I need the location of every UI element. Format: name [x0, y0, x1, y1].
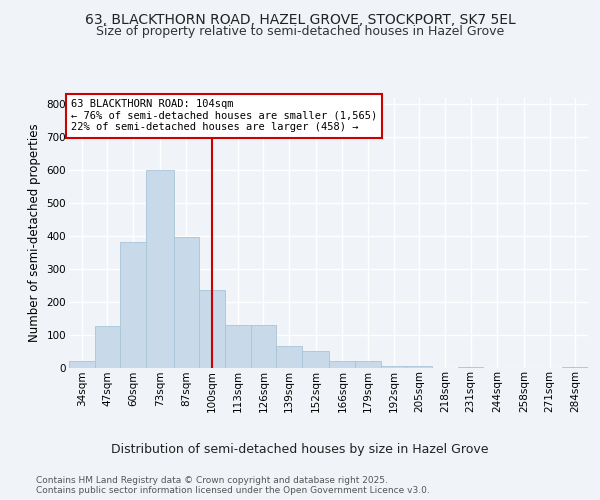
Bar [251, 324, 276, 368]
Bar [146, 170, 173, 368]
Text: 63 BLACKTHORN ROAD: 104sqm
← 76% of semi-detached houses are smaller (1,565)
22%: 63 BLACKTHORN ROAD: 104sqm ← 76% of semi… [71, 99, 377, 132]
Bar [458, 366, 484, 368]
Bar [406, 366, 432, 368]
Bar [276, 346, 302, 368]
Text: Distribution of semi-detached houses by size in Hazel Grove: Distribution of semi-detached houses by … [111, 442, 489, 456]
Bar [173, 238, 199, 368]
Text: 63, BLACKTHORN ROAD, HAZEL GROVE, STOCKPORT, SK7 5EL: 63, BLACKTHORN ROAD, HAZEL GROVE, STOCKP… [85, 12, 515, 26]
Bar [329, 361, 355, 368]
Bar [69, 361, 95, 368]
Bar [381, 366, 406, 368]
Bar [121, 242, 146, 368]
Bar [302, 351, 329, 368]
Bar [225, 324, 251, 368]
Bar [95, 326, 121, 368]
Bar [562, 367, 588, 368]
Text: Contains HM Land Registry data © Crown copyright and database right 2025.
Contai: Contains HM Land Registry data © Crown c… [36, 476, 430, 495]
Y-axis label: Number of semi-detached properties: Number of semi-detached properties [28, 123, 41, 342]
Bar [199, 290, 225, 368]
Text: Size of property relative to semi-detached houses in Hazel Grove: Size of property relative to semi-detach… [96, 25, 504, 38]
Bar [355, 361, 381, 368]
